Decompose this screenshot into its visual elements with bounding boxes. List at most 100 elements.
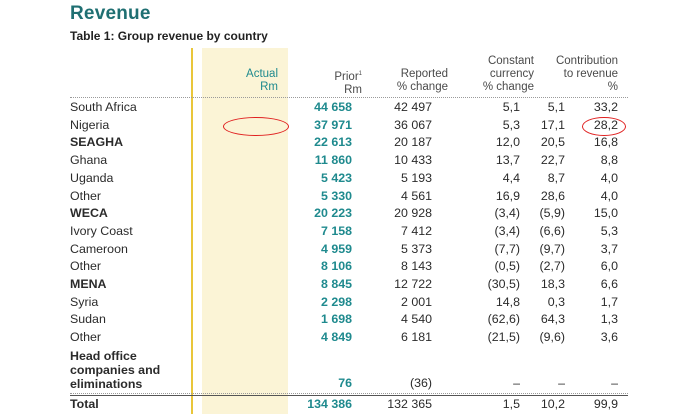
cell-actual: 37 971 — [314, 117, 352, 132]
cell-prior: 10 433 — [394, 153, 432, 168]
cell-actual: 76 — [338, 376, 352, 390]
cell-constant: 8,7 — [547, 170, 565, 185]
cell-contribution: 33,2 — [593, 100, 618, 114]
column-divider — [191, 48, 193, 414]
cell-constant: 17,1 — [540, 117, 565, 132]
cell-constant: (2,7) — [539, 259, 565, 274]
cell-reported: 4,4 — [502, 170, 520, 185]
table-row: Other 8 106 8 143 (0,5) (2,7) 6,0 — [70, 258, 630, 276]
section-title: Revenue — [70, 3, 151, 24]
cell-contribution: – — [611, 376, 618, 390]
cell-label: MENA — [70, 277, 107, 291]
header-contribution: Contribution to revenue% — [555, 55, 618, 93]
cell-contribution: 1,3 — [600, 312, 618, 327]
cell-prior: 20 187 — [394, 135, 432, 150]
cell-reported: (21,5) — [487, 330, 520, 345]
header-prior: Prior1 Rm — [334, 70, 362, 96]
table-row: Ivory Coast 7 158 7 412 (3,4) (6,6) 5,3 — [70, 223, 630, 241]
cell-contribution: 5,3 — [600, 223, 618, 238]
cell-contribution: 4,0 — [600, 170, 618, 185]
actual-column-highlight — [202, 48, 288, 414]
header-actual: Actual Rm — [246, 68, 278, 93]
cell-actual: 22 613 — [314, 135, 352, 150]
cell-reported: 5,1 — [502, 100, 520, 114]
cell-reported: 12,0 — [495, 135, 520, 150]
cell-actual: 20 223 — [314, 206, 352, 221]
cell-label: Cameroon — [70, 241, 128, 256]
cell-reported: (7,7) — [494, 241, 520, 256]
header-divider — [70, 97, 628, 98]
total-actual: 134 386 — [307, 397, 352, 411]
cell-prior: 5 373 — [400, 241, 432, 256]
cell-reported: 13,7 — [495, 153, 520, 168]
total-label: Total — [70, 397, 99, 411]
cell-reported: 14,8 — [495, 294, 520, 309]
cell-label: Syria — [70, 294, 99, 309]
cell-contribution: 8,8 — [600, 153, 618, 168]
total-divider — [70, 395, 628, 396]
cell-prior: 20 928 — [394, 206, 432, 221]
cell-reported: (62,6) — [487, 312, 520, 327]
cell-reported: 5,3 — [502, 117, 520, 132]
cell-contribution: 16,8 — [593, 135, 618, 150]
total-reported: 1,5 — [502, 397, 520, 411]
cell-actual: 1 698 — [320, 312, 352, 327]
table-row: Cameroon 4 959 5 373 (7,7) (9,7) 3,7 — [70, 241, 630, 259]
cell-label: Ghana — [70, 153, 108, 168]
head-office-row: 76 (36) – – – — [70, 375, 630, 393]
cell-prior: 2 001 — [400, 294, 432, 309]
cell-label: Other — [70, 330, 101, 345]
table-row: Syria 2 298 2 001 14,8 0,3 1,7 — [70, 294, 630, 312]
cell-contribution: 3,7 — [600, 241, 618, 256]
row-divider — [70, 393, 628, 394]
cell-reported: 16,9 — [495, 188, 520, 203]
cell-constant: – — [558, 376, 565, 390]
cell-constant: (9,7) — [539, 241, 565, 256]
cell-actual: 11 860 — [314, 153, 352, 168]
header-reported: Reported% change — [396, 68, 448, 93]
table-row: SEAGHA 22 613 20 187 12,0 20,5 16,8 — [70, 134, 630, 152]
cell-contribution: 3,6 — [600, 330, 618, 345]
cell-label: SEAGHA — [70, 135, 124, 150]
cell-contribution: 4,0 — [600, 188, 618, 203]
cell-prior: 5 193 — [400, 170, 432, 185]
cell-contribution: 6,6 — [600, 277, 618, 291]
cell-constant: (5,9) — [539, 206, 565, 221]
cell-actual: 2 298 — [320, 294, 352, 309]
cell-actual: 4 849 — [320, 330, 352, 345]
cell-actual: 5 423 — [320, 170, 352, 185]
table-row: Ghana 11 860 10 433 13,7 22,7 8,8 — [70, 152, 630, 170]
cell-contribution: 6,0 — [600, 259, 618, 274]
cell-constant: 28,6 — [540, 188, 565, 203]
cell-label: South Africa — [70, 100, 137, 114]
cell-actual: 8 106 — [320, 259, 352, 274]
table-row: Other 4 849 6 181 (21,5) (9,6) 3,6 — [70, 329, 630, 347]
cell-actual: 4 959 — [320, 241, 352, 256]
table-row: South Africa 44 658 42 497 5,1 5,1 33,2 — [70, 99, 630, 117]
table-row: Sudan 1 698 4 540 (62,6) 64,3 1,3 — [70, 311, 630, 329]
header-constant-currency: Constant currency% change — [482, 55, 534, 93]
total-row: Total 134 386 132 365 1,5 10,2 99,9 — [70, 396, 630, 414]
cell-reported: (30,5) — [487, 277, 520, 291]
table-row: Uganda 5 423 5 193 4,4 8,7 4,0 — [70, 170, 630, 188]
cell-reported: – — [513, 376, 520, 390]
cell-constant: (9,6) — [539, 330, 565, 345]
cell-contribution: 15,0 — [593, 206, 618, 221]
cell-prior: 4 561 — [400, 188, 432, 203]
cell-prior: 4 540 — [400, 312, 432, 327]
cell-constant: 64,3 — [540, 312, 565, 327]
table-row: MENA 8 845 12 722 (30,5) 18,3 6,6 — [70, 276, 630, 294]
cell-prior: 8 143 — [400, 259, 432, 274]
cell-actual: 7 158 — [320, 223, 352, 238]
total-prior: 132 365 — [387, 397, 432, 411]
cell-constant: (6,6) — [539, 223, 565, 238]
annotation-circle-actual — [223, 117, 289, 136]
cell-constant: 22,7 — [540, 153, 565, 168]
table-row: WECA 20 223 20 928 (3,4) (5,9) 15,0 — [70, 205, 630, 223]
cell-label: Sudan — [70, 312, 106, 327]
cell-actual: 5 330 — [320, 188, 352, 203]
cell-constant: 20,5 — [540, 135, 565, 150]
cell-prior: 6 181 — [400, 330, 432, 345]
total-constant: 10,2 — [540, 397, 565, 411]
cell-label: Ivory Coast — [70, 223, 133, 238]
